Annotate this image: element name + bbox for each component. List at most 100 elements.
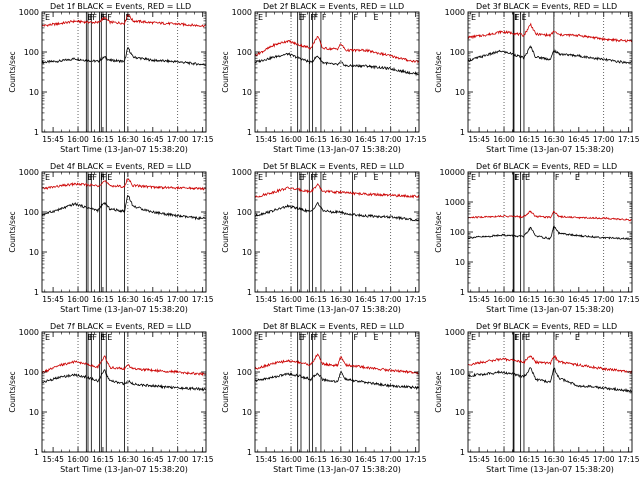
y-axis-label: Counts/sec [8, 211, 17, 252]
x-axis-label: Start Time (13-Jan-07 15:38:20) [60, 145, 188, 154]
x-tick-label: 16:15 [518, 295, 540, 304]
marker-label: E [87, 173, 92, 182]
x-axis-label: Start Time (13-Jan-07 15:38:20) [486, 305, 614, 314]
y-tick-label: 10 [29, 408, 39, 417]
marker-label: F [354, 13, 359, 22]
x-tick-label: 16:45 [355, 135, 377, 144]
marker-label: E [471, 13, 476, 22]
y-tick-label: 10 [242, 88, 252, 97]
series-lld [254, 353, 419, 375]
y-axis-label: Counts/sec [8, 371, 17, 412]
y-tick-label: 1 [34, 128, 39, 137]
marker-label: F [89, 13, 94, 22]
y-tick-label: 1000 [19, 168, 39, 177]
marker-label: E [101, 333, 106, 342]
x-tick-label: 16:30 [117, 455, 139, 464]
marker-label: E [575, 333, 580, 342]
x-tick-label: 17:15 [405, 295, 427, 304]
x-tick-label: 15:45 [42, 455, 64, 464]
x-tick-label: 16:15 [92, 295, 114, 304]
marker-label: F [101, 173, 106, 182]
y-tick-label: 10 [29, 248, 39, 257]
x-axis-label: Start Time (13-Jan-07 15:38:20) [273, 305, 401, 314]
series-lld [467, 210, 632, 222]
x-tick-label: 16:45 [355, 295, 377, 304]
y-tick-label: 10 [242, 248, 252, 257]
series-events [467, 367, 632, 393]
y-tick-label: 100 [237, 208, 252, 217]
marker-label: E [107, 173, 112, 182]
marker-label: F [102, 173, 107, 182]
plot-frame [41, 171, 207, 293]
x-tick-label: 16:00 [493, 135, 515, 144]
marker-label: E [514, 13, 519, 22]
x-tick-label: 16:30 [543, 295, 565, 304]
y-tick-label: 1 [247, 288, 252, 297]
y-tick-label: 1000 [232, 168, 252, 177]
marker-label: F [302, 13, 307, 22]
x-tick-label: 16:00 [67, 455, 89, 464]
y-tick-label: 1 [34, 288, 39, 297]
x-axis-label: Start Time (13-Jan-07 15:38:20) [60, 465, 188, 474]
marker-label: E [525, 333, 530, 342]
y-axis-label: Counts/sec [8, 51, 17, 92]
x-tick-label: 16:45 [142, 455, 164, 464]
x-tick-label: 15:45 [42, 135, 64, 144]
y-tick-label: 1 [247, 448, 252, 457]
x-tick-label: 16:00 [67, 295, 89, 304]
series-lld [41, 355, 206, 377]
series-events [467, 45, 632, 64]
y-tick-label: 1 [460, 448, 465, 457]
x-tick-label: 16:15 [92, 455, 114, 464]
x-tick-label: 15:45 [468, 135, 490, 144]
y-tick-label: 100 [450, 228, 465, 237]
x-tick-label: 17:15 [618, 135, 640, 144]
x-tick-label: 17:15 [405, 455, 427, 464]
marker-label: F [302, 333, 307, 342]
y-tick-label: 10 [455, 408, 465, 417]
marker-label: F [555, 173, 560, 182]
x-tick-label: 16:15 [518, 455, 540, 464]
marker-label: E [373, 13, 378, 22]
series-events [254, 52, 419, 77]
marker-label: F [310, 333, 315, 342]
x-tick-label: 16:45 [355, 455, 377, 464]
marker-label: E [525, 173, 530, 182]
series-events [467, 225, 632, 241]
marker-label: E [87, 333, 92, 342]
marker-label: F [322, 13, 327, 22]
y-tick-label: 1 [247, 128, 252, 137]
x-tick-label: 17:00 [380, 135, 402, 144]
x-tick-label: 17:15 [192, 135, 214, 144]
series-events [41, 369, 206, 392]
marker-label: F [102, 333, 107, 342]
x-tick-label: 17:00 [593, 455, 615, 464]
x-axis-label: Start Time (13-Jan-07 15:38:20) [486, 145, 614, 154]
marker-label: E [45, 333, 50, 342]
x-tick-label: 16:30 [330, 295, 352, 304]
x-tick-label: 17:15 [192, 455, 214, 464]
marker-label: F [522, 173, 527, 182]
y-axis-label: Counts/sec [434, 51, 443, 92]
marker-label: E [522, 13, 527, 22]
y-tick-label: 100 [24, 368, 39, 377]
x-tick-label: 17:00 [167, 295, 189, 304]
marker-label: F [515, 13, 520, 22]
plot-frame [254, 11, 420, 133]
marker-label: F [314, 173, 319, 182]
x-tick-label: 15:45 [255, 295, 277, 304]
marker-label: F [89, 333, 94, 342]
chart-title: Det 2f BLACK = Events, RED = LLD [263, 2, 404, 11]
marker-label: E [258, 333, 263, 342]
marker-label: F [107, 13, 112, 22]
x-tick-label: 17:00 [167, 135, 189, 144]
plot-frame [41, 331, 207, 453]
x-tick-label: 16:45 [142, 295, 164, 304]
x-tick-label: 16:45 [568, 295, 590, 304]
x-tick-label: 17:15 [618, 295, 640, 304]
y-tick-label: 1 [460, 128, 465, 137]
y-tick-label: 1000 [232, 328, 252, 337]
x-tick-label: 15:45 [468, 455, 490, 464]
